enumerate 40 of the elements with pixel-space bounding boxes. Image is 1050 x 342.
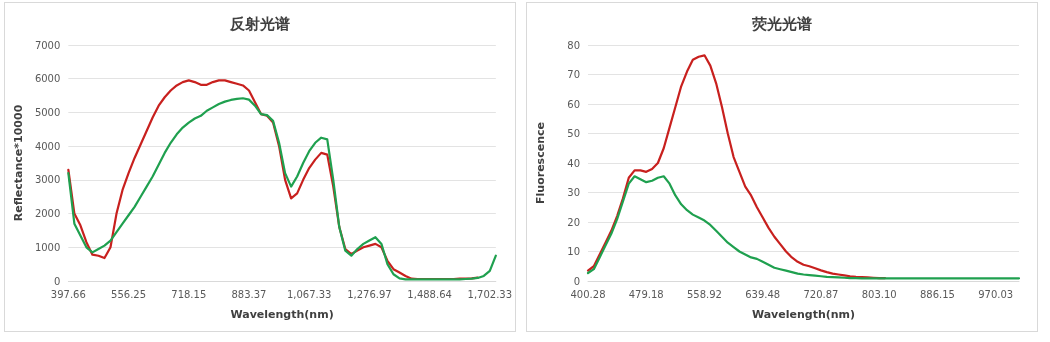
y-tick-label: 10 xyxy=(567,246,580,257)
x-tick-label: 639.48 xyxy=(745,288,781,300)
y-axis-title: Reflectance*10000 xyxy=(12,104,25,222)
y-tick-label: 40 xyxy=(567,157,580,169)
y-tick-label: 5000 xyxy=(34,106,61,118)
x-tick-label: 1,488.64 xyxy=(407,288,452,300)
x-tick-label: 970.03 xyxy=(978,288,1014,300)
x-tick-label: 556.25 xyxy=(111,288,147,300)
y-tick-label: 4000 xyxy=(34,140,61,152)
x-axis-title: Wavelength(nm) xyxy=(230,308,334,321)
x-tick-label: 886.15 xyxy=(919,288,955,300)
x-tick-label: 718.15 xyxy=(171,288,207,300)
y-tick-label: 70 xyxy=(567,69,580,80)
chart-title: 反射光谱 xyxy=(229,14,290,33)
x-tick-label: 1,702.33 xyxy=(467,288,513,300)
x-tick-label: 1,276.97 xyxy=(347,288,392,300)
x-tick-label: 479.18 xyxy=(628,288,664,300)
y-tick-label: 7000 xyxy=(34,39,61,51)
y-tick-label: 6000 xyxy=(34,73,61,85)
x-tick-label: 803.10 xyxy=(861,288,897,300)
x-axis-title: Wavelength(nm) xyxy=(751,308,856,321)
x-tick-label: 1,067.33 xyxy=(286,288,332,300)
y-tick-label: 1000 xyxy=(34,241,61,253)
x-tick-label: 397.66 xyxy=(50,288,86,300)
x-tick-label: 558.92 xyxy=(686,288,722,300)
y-tick-label: 0 xyxy=(573,275,580,287)
y-tick-label: 20 xyxy=(567,216,580,228)
y-axis-title: Fluorescence xyxy=(534,122,547,204)
x-tick-label: 400.28 xyxy=(570,288,606,300)
y-tick-label: 30 xyxy=(567,187,580,198)
y-tick-label: 60 xyxy=(567,98,580,110)
x-tick-label: 720.87 xyxy=(803,288,839,300)
y-tick-label: 0 xyxy=(53,275,61,287)
y-tick-label: 2000 xyxy=(34,208,61,220)
y-tick-label: 3000 xyxy=(34,174,61,186)
chart-title: 荧光光谱 xyxy=(751,14,812,33)
line-series xyxy=(586,175,1021,280)
x-tick-label: 883.37 xyxy=(231,288,267,300)
y-tick-label: 50 xyxy=(567,128,580,139)
y-tick-label: 80 xyxy=(567,39,580,51)
